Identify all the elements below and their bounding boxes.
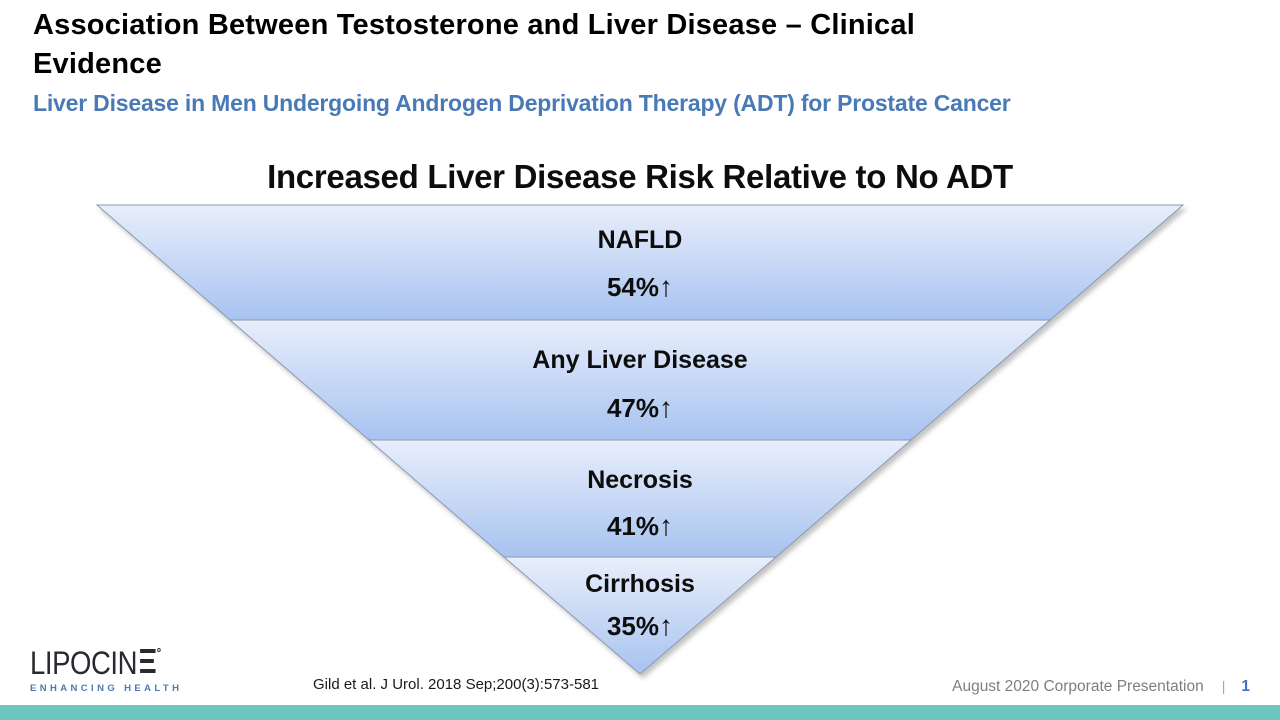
registered-mark-icon xyxy=(156,648,161,652)
funnel-value-text-any-liver-disease: 47% xyxy=(607,393,659,423)
logo-text: LIPOCIN xyxy=(30,645,138,681)
funnel-label-nafld: NAFLD xyxy=(598,226,683,254)
bottom-accent-bar xyxy=(0,705,1280,720)
chart-title: Increased Liver Disease Risk Relative to… xyxy=(267,158,1013,195)
funnel-label-cirrhosis: Cirrhosis xyxy=(585,570,695,598)
lipocine-logo: LIPOCIN ENHANCING HEALTH xyxy=(30,647,182,694)
slide-header: Association Between Testosterone and Liv… xyxy=(33,6,1253,117)
funnel-value-any-liver-disease: 47%↑ xyxy=(607,392,673,423)
funnel-value-cirrhosis: 35%↑ xyxy=(607,610,673,641)
slide-title: Association Between Testosterone and Liv… xyxy=(33,6,1253,83)
footer-right: August 2020 Corporate Presentation | 1 xyxy=(952,678,1250,696)
funnel-value-necrosis: 41%↑ xyxy=(607,510,673,541)
footer-separator: | xyxy=(1221,678,1226,694)
up-arrow-icon: ↑ xyxy=(659,510,673,541)
funnel-segments-group xyxy=(95,204,1185,675)
slide-subtitle: Liver Disease in Men Undergoing Androgen… xyxy=(33,90,1011,117)
funnel-value-text-cirrhosis: 35% xyxy=(607,611,659,641)
funnel-label-any-liver-disease: Any Liver Disease xyxy=(532,346,747,374)
slide-title-line2: Evidence xyxy=(33,47,162,80)
presentation-label: August 2020 Corporate Presentation xyxy=(952,678,1204,695)
up-arrow-icon: ↑ xyxy=(659,610,673,641)
up-arrow-icon: ↑ xyxy=(659,271,673,302)
page-number: 1 xyxy=(1241,678,1250,695)
funnel-segment-cirrhosis xyxy=(502,556,778,675)
funnel-value-nafld: 54%↑ xyxy=(607,271,673,302)
funnel-value-text-necrosis: 41% xyxy=(607,511,659,541)
logo-wordmark: LIPOCIN xyxy=(30,647,161,679)
up-arrow-icon: ↑ xyxy=(659,392,673,423)
funnel-label-necrosis: Necrosis xyxy=(587,466,693,494)
citation: Gild et al. J Urol. 2018 Sep;200(3):573-… xyxy=(313,676,600,693)
logo-letter-e-icon xyxy=(139,647,156,676)
slide-title-line1: Association Between Testosterone and Liv… xyxy=(33,9,915,41)
logo-tagline: ENHANCING HEALTH xyxy=(30,683,183,694)
funnel-segment-nafld xyxy=(95,204,1185,321)
funnel-value-text-nafld: 54% xyxy=(607,272,659,302)
